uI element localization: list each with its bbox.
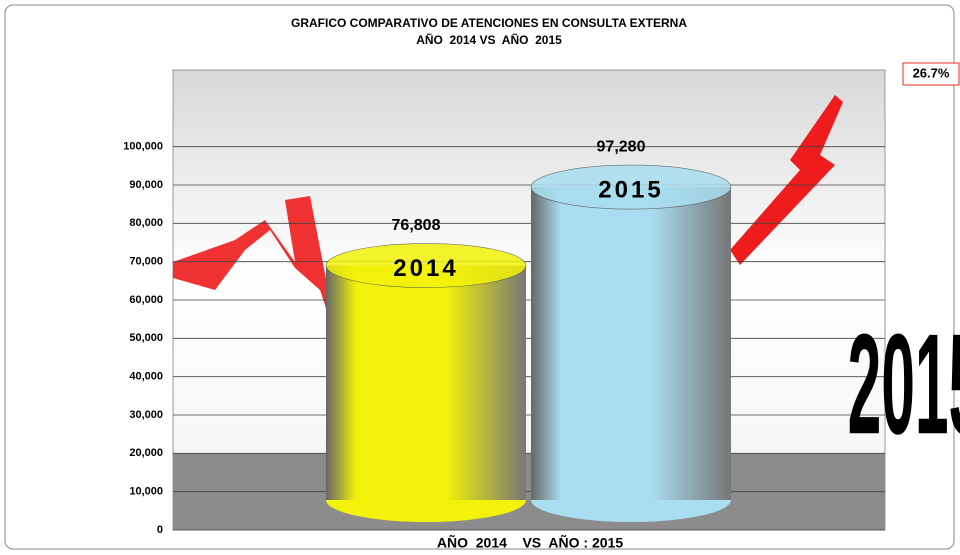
x-axis-label: AÑO 2014 VS AÑO : 2015 [437,534,623,551]
y-tick-label: 90,000 [129,179,163,191]
y-tick-label: 30,000 [129,409,163,421]
y-tick-label: 40,000 [129,371,163,383]
category-label: 2014 [393,255,458,282]
value-label: 97,280 [597,138,646,155]
category-label: 2015 [598,176,663,203]
chart: GRAFICO COMPARATIVO DE ATENCIONES EN CON… [0,0,960,555]
cylinder [531,187,731,500]
chart-subtitle: AÑO 2014 VS AÑO 2015 [416,32,562,47]
y-tick-label: 100,000 [123,141,163,153]
cylinder [326,266,526,500]
category-side-label: 2015 [848,306,960,465]
y-tick-label: 20,000 [129,447,163,459]
y-tick-label: 80,000 [129,217,163,229]
y-tick-label: 70,000 [129,256,163,268]
page: {"chart_data": {"type": "cylinder", "tit… [0,0,960,555]
y-tick-label: 10,000 [129,486,163,498]
y-tick-label: 0 [157,524,163,536]
annotation: 26.7% [913,65,950,80]
value-label: 76,808 [392,217,441,234]
y-tick-label: 50,000 [129,332,163,344]
chart-title: GRAFICO COMPARATIVO DE ATENCIONES EN CON… [291,16,687,30]
y-tick-label: 60,000 [129,294,163,306]
